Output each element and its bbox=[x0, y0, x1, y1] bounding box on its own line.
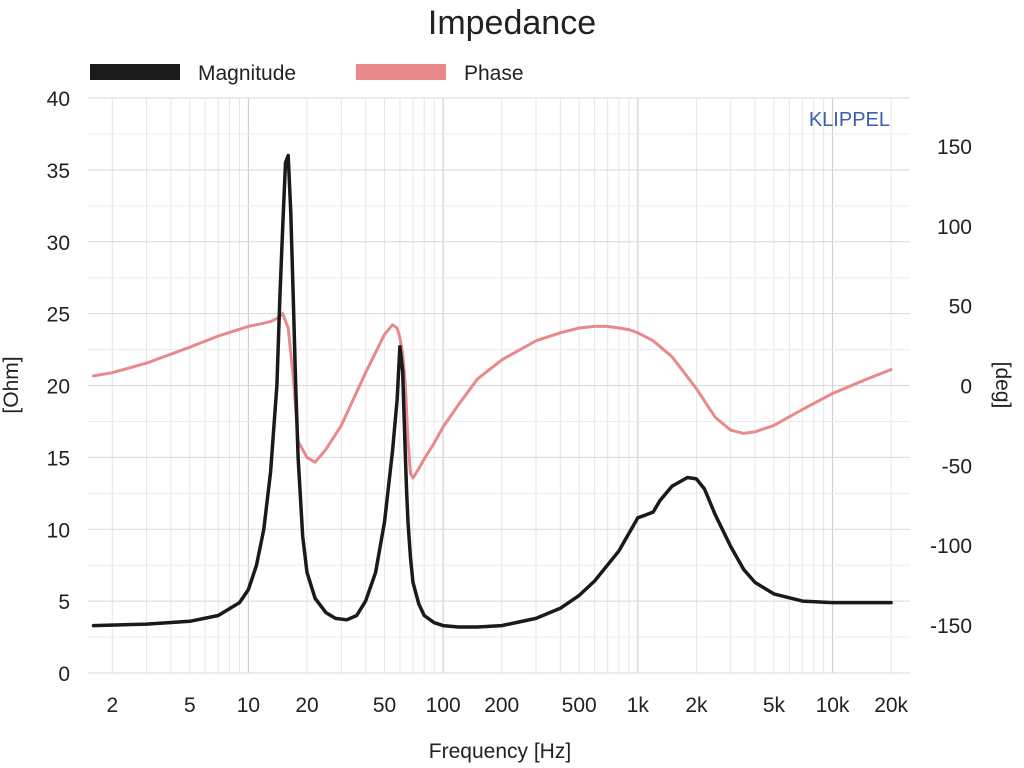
y-left-tick-label-30: 30 bbox=[47, 232, 70, 255]
legend-item-phase: Phase bbox=[356, 62, 524, 85]
x-axis-ticks: 2 5 10 20 50 100 200 500 1k 2k 5k 10k 20k bbox=[106, 694, 908, 717]
x-tick-label-200: 200 bbox=[484, 694, 519, 717]
y-left-tick-label-35: 35 bbox=[47, 160, 70, 183]
x-axis-label: Frequency [Hz] bbox=[429, 740, 571, 763]
y-right-tick-label-150: 150 bbox=[937, 136, 972, 159]
x-tick-label-2k: 2k bbox=[685, 694, 708, 717]
x-tick-label-5: 5 bbox=[184, 694, 196, 717]
y-axis-left-ticks: 0 5 10 15 20 25 30 35 40 bbox=[47, 88, 70, 686]
grid bbox=[88, 97, 910, 674]
y-axis-right-ticks: -150 -100 -50 0 50 100 150 bbox=[930, 136, 972, 638]
series-line-phase bbox=[92, 312, 893, 480]
y-axis-left-label: [Ohm] bbox=[0, 356, 23, 413]
legend-swatch-phase bbox=[356, 64, 446, 80]
y-right-tick-label--50: -50 bbox=[942, 455, 972, 478]
x-tick-label-100: 100 bbox=[426, 694, 461, 717]
x-tick-label-20k: 20k bbox=[874, 694, 908, 717]
x-tick-label-500: 500 bbox=[562, 694, 597, 717]
x-tick-label-1k: 1k bbox=[627, 694, 650, 717]
y-left-tick-label-40: 40 bbox=[47, 88, 70, 111]
series-line-magnitude bbox=[91, 153, 893, 629]
y-right-tick-label--150: -150 bbox=[930, 615, 972, 638]
legend-item-magnitude: Magnitude bbox=[90, 62, 296, 85]
y-right-tick-label-0: 0 bbox=[960, 376, 972, 399]
series-layer bbox=[91, 153, 893, 629]
y-left-tick-label-15: 15 bbox=[47, 447, 70, 470]
x-tick-label-2: 2 bbox=[106, 694, 118, 717]
x-tick-label-20: 20 bbox=[295, 694, 318, 717]
y-left-tick-label-10: 10 bbox=[47, 519, 70, 542]
x-tick-label-50: 50 bbox=[373, 694, 396, 717]
y-left-tick-label-25: 25 bbox=[47, 304, 70, 327]
y-left-tick-label-0: 0 bbox=[58, 663, 70, 686]
y-right-tick-label-50: 50 bbox=[949, 296, 972, 319]
y-left-tick-label-20: 20 bbox=[47, 376, 70, 399]
y-right-tick-label-100: 100 bbox=[937, 216, 972, 239]
legend: Magnitude Phase bbox=[90, 62, 524, 85]
x-tick-label-10k: 10k bbox=[816, 694, 850, 717]
legend-label-phase: Phase bbox=[464, 62, 524, 85]
chart-title: Impedance bbox=[428, 4, 596, 42]
legend-swatch-magnitude bbox=[90, 64, 180, 80]
y-axis-right-label: [deg] bbox=[991, 362, 1014, 409]
watermark-text: KLIPPEL bbox=[809, 109, 890, 131]
x-tick-label-10: 10 bbox=[237, 694, 260, 717]
x-tick-label-5k: 5k bbox=[763, 694, 786, 717]
legend-label-magnitude: Magnitude bbox=[198, 62, 296, 85]
y-left-tick-label-5: 5 bbox=[58, 591, 70, 614]
y-right-tick-label--100: -100 bbox=[930, 535, 972, 558]
